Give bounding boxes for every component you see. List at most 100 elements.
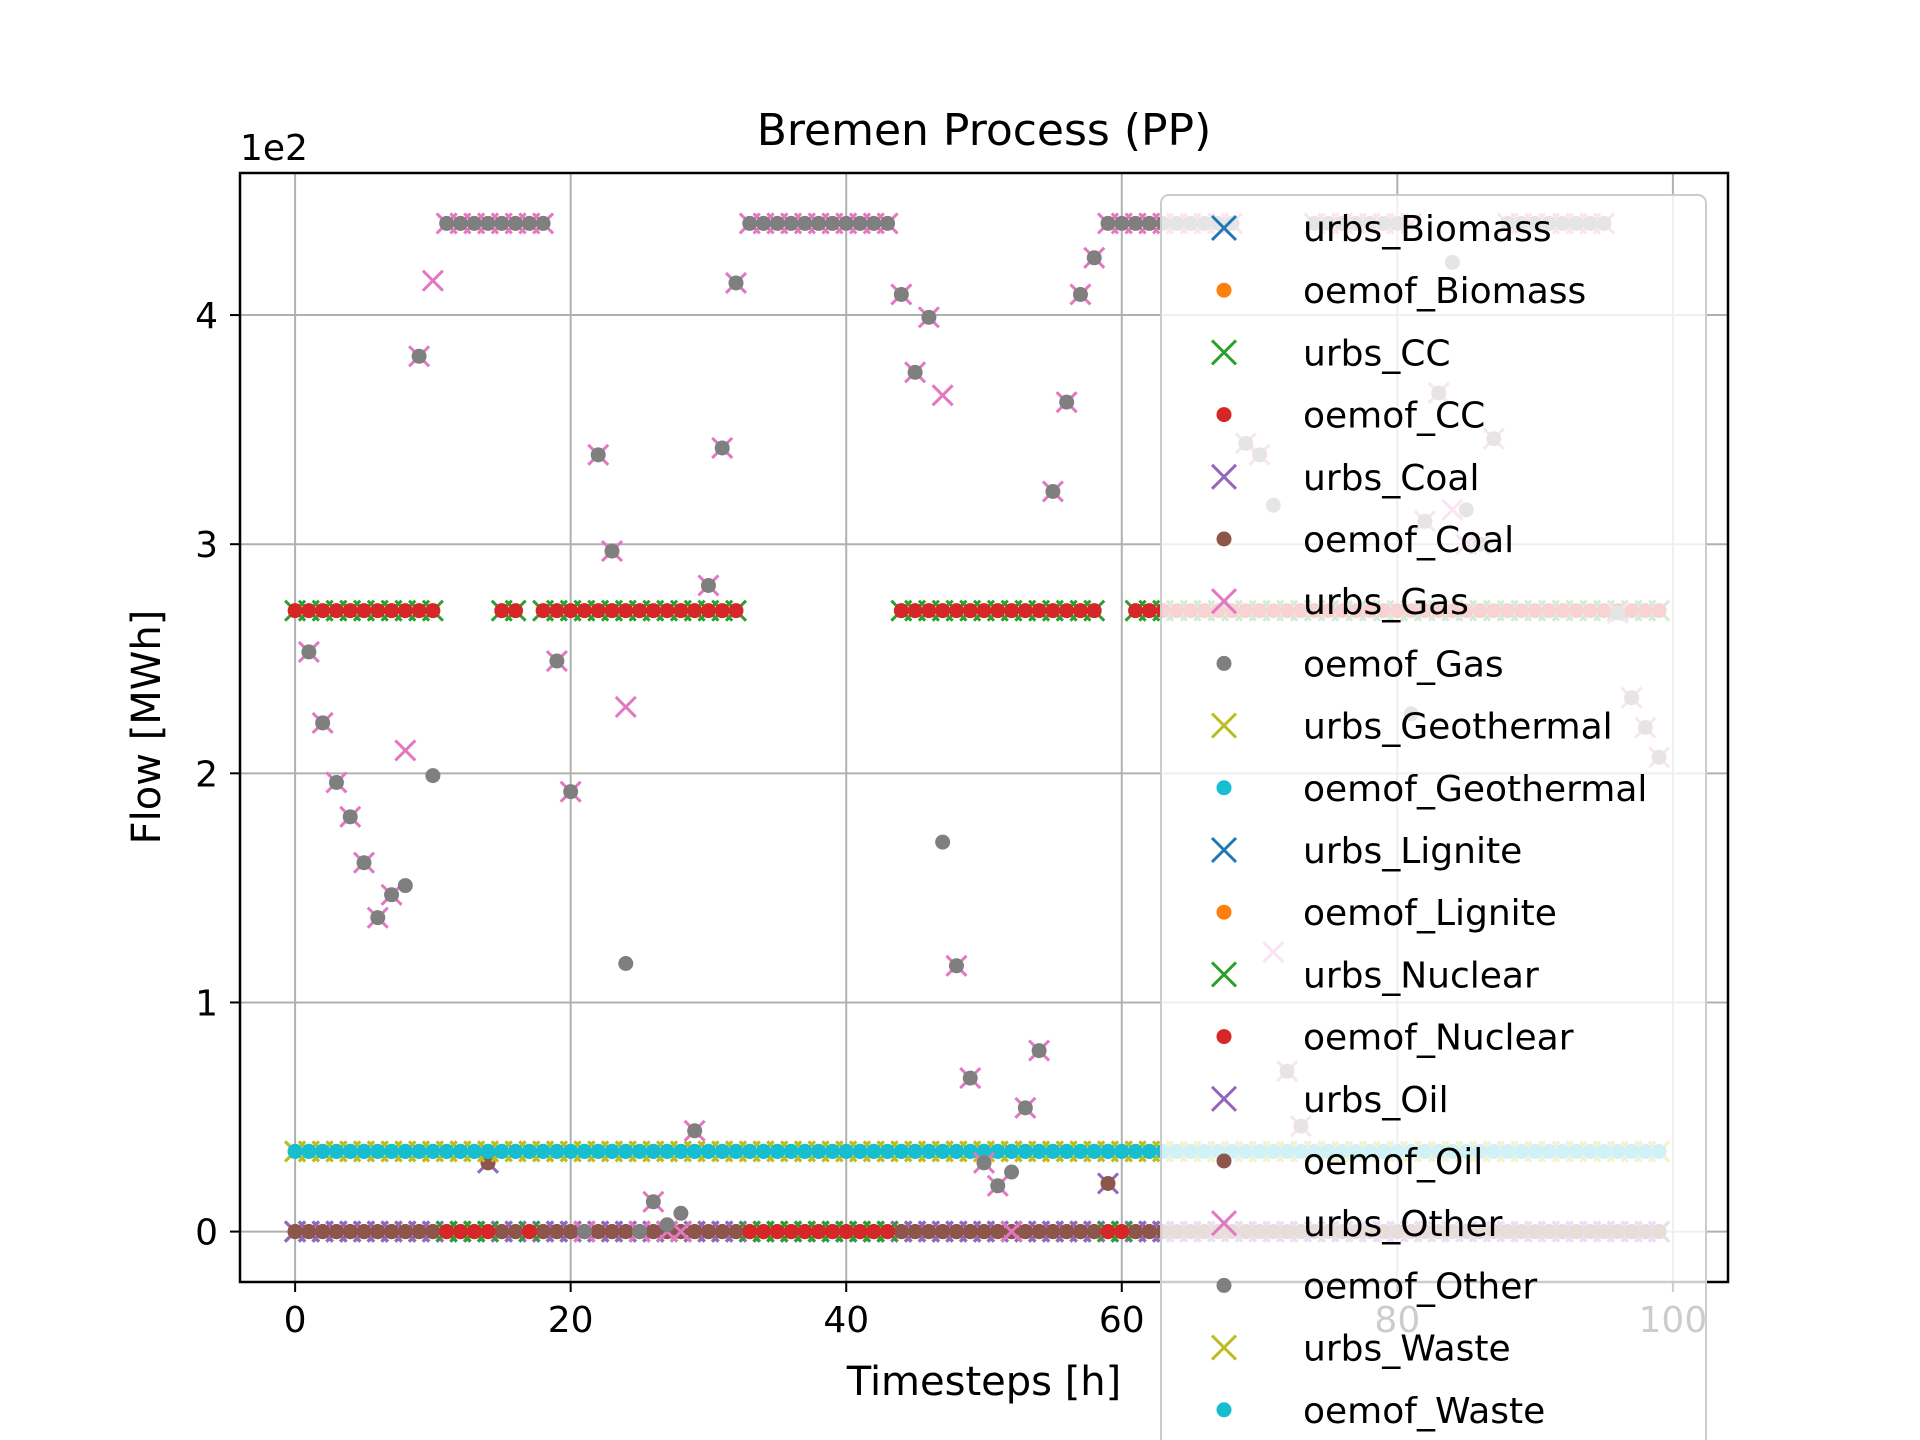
oemof-waste-point bbox=[508, 1143, 524, 1159]
oemof-coal-point bbox=[645, 1224, 661, 1240]
oemof-gas-point bbox=[452, 215, 468, 231]
oemof-cc-zero-point bbox=[1114, 1224, 1130, 1240]
legend-label: oemof_CC bbox=[1303, 396, 1485, 437]
oemof-coal-point bbox=[480, 1155, 496, 1171]
oemof-waste-point bbox=[990, 1143, 1006, 1159]
oemof-waste-point bbox=[1114, 1143, 1130, 1159]
oemof-waste-point bbox=[563, 1143, 579, 1159]
legend-marker bbox=[1216, 1029, 1232, 1045]
oemof-coal-point bbox=[990, 1224, 1006, 1240]
oemof-cc-point bbox=[411, 603, 427, 619]
oemof-coal-point bbox=[342, 1224, 358, 1240]
oemof-gas-point bbox=[728, 275, 744, 291]
legend-label: oemof_Other bbox=[1303, 1266, 1537, 1307]
oemof-gas-point bbox=[976, 1155, 992, 1171]
oemof-gas-point bbox=[1072, 286, 1088, 302]
oemof-cc-point bbox=[1031, 603, 1047, 619]
legend-marker bbox=[1216, 282, 1232, 298]
urbs-gas-point bbox=[421, 269, 444, 292]
legend-label: oemof_Coal bbox=[1303, 520, 1514, 561]
oemof-cc-point bbox=[714, 603, 730, 619]
oemof-cc-zero-point bbox=[783, 1224, 799, 1240]
oemof-waste-point bbox=[425, 1143, 441, 1159]
y-axis-offset-label: 1e2 bbox=[240, 128, 308, 169]
oemof-coal-point bbox=[301, 1224, 317, 1240]
oemof-waste-point bbox=[1141, 1143, 1157, 1159]
oemof-cc-point bbox=[1004, 603, 1020, 619]
oemof-gas-point bbox=[659, 1217, 675, 1233]
oemof-waste-point bbox=[439, 1143, 455, 1159]
oemof-cc-point bbox=[893, 603, 909, 619]
oemof-cc-point bbox=[990, 603, 1006, 619]
oemof-cc-point bbox=[1059, 603, 1075, 619]
oemof-gas-point bbox=[838, 215, 854, 231]
oemof-coal-point bbox=[962, 1224, 978, 1240]
oemof-coal-point bbox=[384, 1224, 400, 1240]
oemof-cc-point bbox=[1128, 603, 1144, 619]
oemof-cc-point bbox=[494, 603, 510, 619]
oemof-gas-point bbox=[1059, 394, 1075, 410]
y-tick-label: 1 bbox=[195, 983, 218, 1024]
legend-label: urbs_Geothermal bbox=[1303, 707, 1613, 748]
oemof-cc-point bbox=[549, 603, 565, 619]
oemof-gas-point bbox=[907, 364, 923, 380]
oemof-cc-zero-point bbox=[742, 1224, 758, 1240]
legend-label: oemof_Geothermal bbox=[1303, 769, 1647, 810]
oemof-coal-point bbox=[976, 1224, 992, 1240]
oemof-waste-point bbox=[1086, 1143, 1102, 1159]
urbs-gas-point bbox=[931, 384, 954, 407]
x-tick-label: 0 bbox=[284, 1300, 307, 1341]
oemof-waste-point bbox=[756, 1143, 772, 1159]
oemof-gas-point bbox=[824, 215, 840, 231]
oemof-gas-point bbox=[1114, 215, 1130, 231]
y-axis-label: Flow [MWh] bbox=[124, 610, 170, 845]
oemof-waste-point bbox=[935, 1143, 951, 1159]
oemof-cc-zero-point bbox=[824, 1224, 840, 1240]
oemof-waste-point bbox=[921, 1143, 937, 1159]
oemof-coal-point bbox=[549, 1224, 565, 1240]
oemof-waste-point bbox=[645, 1143, 661, 1159]
oemof-gas-point bbox=[521, 215, 537, 231]
oemof-cc-point bbox=[976, 603, 992, 619]
oemof-coal-point bbox=[1086, 1224, 1102, 1240]
oemof-waste-point bbox=[356, 1143, 372, 1159]
oemof-gas-point bbox=[356, 855, 372, 871]
oemof-cc-zero-point bbox=[880, 1224, 896, 1240]
oemof-gas-point bbox=[811, 215, 827, 231]
oemof-gas-point bbox=[439, 215, 455, 231]
oemof-waste-point bbox=[714, 1143, 730, 1159]
oemof-gas-point bbox=[783, 215, 799, 231]
oemof-oil-point bbox=[1100, 1175, 1116, 1191]
oemof-cc-point bbox=[384, 603, 400, 619]
legend-label: oemof_Nuclear bbox=[1303, 1018, 1574, 1059]
oemof-coal-point bbox=[1031, 1224, 1047, 1240]
oemof-waste-point bbox=[1059, 1143, 1075, 1159]
oemof-gas-point bbox=[397, 878, 413, 894]
oemof-gas-point bbox=[618, 956, 634, 972]
oemof-gas-point bbox=[1086, 250, 1102, 266]
oemof-cc-point bbox=[370, 603, 386, 619]
oemof-gas-point bbox=[962, 1070, 978, 1086]
oemof-waste-point bbox=[521, 1143, 537, 1159]
oemof-gas-point bbox=[645, 1194, 661, 1210]
oemof-gas-point bbox=[673, 1205, 689, 1221]
oemof-cc-point bbox=[356, 603, 372, 619]
oemof-waste-point bbox=[976, 1143, 992, 1159]
oemof-gas-point bbox=[494, 215, 510, 231]
oemof-gas-point bbox=[1017, 1100, 1033, 1116]
legend-marker bbox=[1210, 339, 1238, 366]
oemof-waste-point bbox=[1004, 1143, 1020, 1159]
oemof-coal-point bbox=[1045, 1224, 1061, 1240]
oemof-waste-point bbox=[687, 1143, 703, 1159]
oemof-gas-point bbox=[384, 887, 400, 903]
legend-marker bbox=[1210, 214, 1238, 242]
oemof-waste-point bbox=[301, 1143, 317, 1159]
legend-marker bbox=[1210, 588, 1238, 615]
legend-marker bbox=[1216, 407, 1232, 423]
y-tick-label: 4 bbox=[195, 296, 218, 337]
oemof-cc-point bbox=[921, 603, 937, 619]
oemof-gas-point bbox=[342, 809, 358, 825]
oemof-cc-zero-point bbox=[838, 1224, 854, 1240]
oemof-coal-point bbox=[948, 1224, 964, 1240]
oemof-waste-point bbox=[632, 1143, 648, 1159]
